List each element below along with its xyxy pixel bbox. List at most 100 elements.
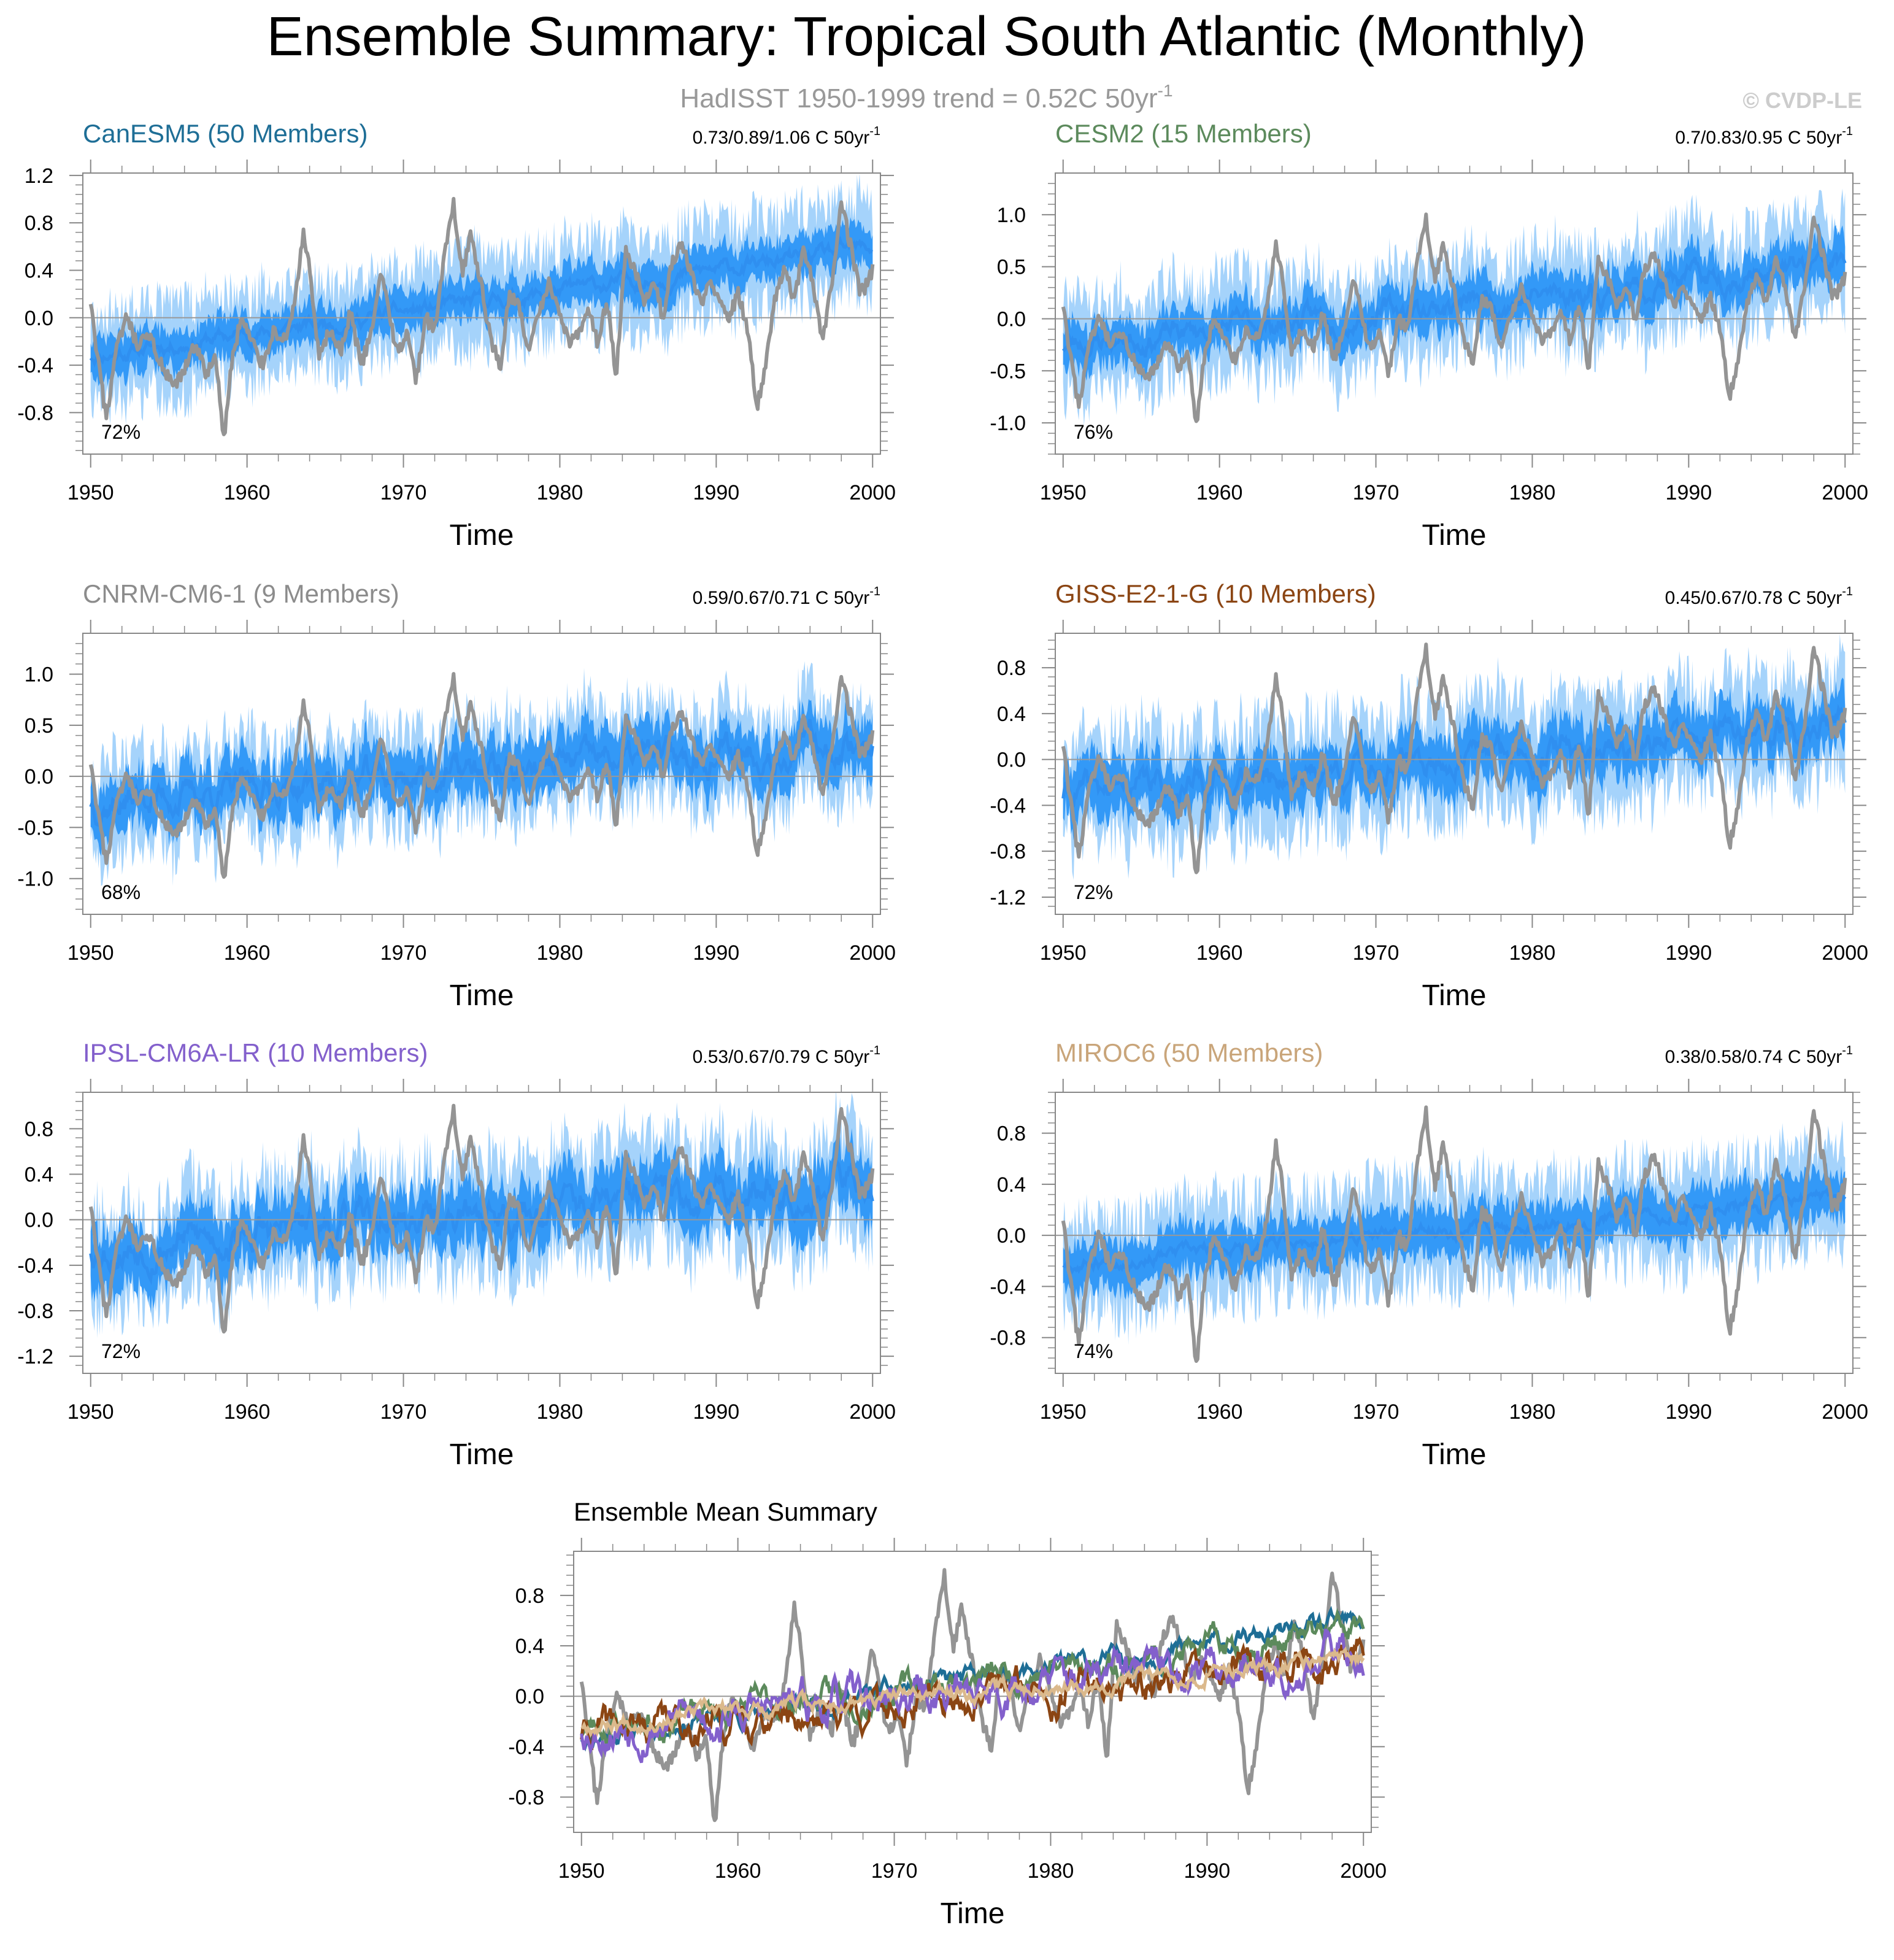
x-tick-label: 1990: [1666, 1400, 1712, 1424]
panel-title: IPSL-CM6A-LR (10 Members): [83, 1038, 428, 1067]
ensemble-mean-line: [89, 719, 874, 827]
plot-frame: [1055, 172, 1854, 455]
x-tick-label: 1970: [1353, 481, 1399, 504]
y-tick-label: 0.0: [25, 307, 53, 330]
y-tick-label: -0.4: [508, 1735, 544, 1759]
x-tick-label: 1970: [1353, 1400, 1399, 1424]
trend-stats-label: 0.59/0.67/0.71 C 50yr-1: [693, 585, 880, 608]
x-tick-label: 1990: [1184, 1859, 1231, 1883]
y-tick-label: 1.0: [997, 204, 1026, 227]
x-tick-label: 1990: [1666, 481, 1712, 504]
ensemble-mean-line: [1062, 1187, 1847, 1275]
trend-stats-label: 0.45/0.67/0.78 C 50yr-1: [1665, 585, 1853, 608]
plot-area: [83, 661, 880, 886]
x-axis-label: Time: [1422, 1438, 1487, 1471]
y-tick-label: -0.8: [990, 840, 1026, 863]
percent-label: 74%: [1074, 1340, 1113, 1362]
y-tick-label: 0.4: [997, 703, 1026, 726]
x-tick-label: 1970: [380, 941, 427, 965]
percent-label: 72%: [101, 421, 141, 443]
x-tick-label: 1960: [1196, 1400, 1243, 1424]
series-line-miroc6: [580, 1646, 1365, 1739]
x-tick-label: 1950: [67, 481, 114, 504]
y-tick-label: 0.4: [25, 1163, 53, 1187]
x-tick-label: 1990: [693, 941, 740, 965]
panel-title: GISS-E2-1-G (10 Members): [1055, 579, 1376, 608]
x-tick-label: 1950: [558, 1859, 605, 1883]
x-tick-label: 1990: [693, 481, 740, 504]
x-tick-label: 1980: [537, 941, 583, 965]
y-tick-label: -0.4: [990, 1275, 1026, 1298]
y-tick-label: 0.0: [997, 1224, 1026, 1248]
x-tick-label: 1970: [871, 1859, 918, 1883]
trend-stats-label: 0.73/0.89/1.06 C 50yr-1: [693, 125, 880, 148]
x-axis-label: Time: [450, 1438, 514, 1471]
chart-panel-2: 1950 1960 1970 1980 1990 2000 1.0 0.5 0.0 -0.5 -1.…: [17, 579, 896, 1012]
x-axis-label: Time: [941, 1897, 1005, 1930]
y-tick-label: 0.8: [25, 212, 53, 235]
chart-panel-1: 1950 1960 1970 1980 1990 2000 1.0 0.5 0.0 -0.5 -1.…: [990, 119, 1868, 552]
x-tick-label: 1980: [1509, 941, 1556, 965]
chart-panel-6: 1950 1960 1970 1980 1990 2000 0.8 0.4 0.0 -0.4 -0.…: [508, 1497, 1387, 1930]
x-tick-label: 1950: [1040, 1400, 1087, 1424]
x-tick-label: 1980: [537, 481, 583, 504]
y-tick-label: 0.0: [25, 765, 53, 789]
trend-stats-label: 0.53/0.67/0.79 C 50yr-1: [693, 1044, 880, 1067]
plot-frame: [82, 633, 881, 915]
y-tick-label: 0.8: [997, 1122, 1026, 1146]
panel-title: CanESM5 (50 Members): [83, 119, 368, 148]
x-tick-label: 2000: [1822, 941, 1868, 965]
x-tick-label: 1980: [1028, 1859, 1074, 1883]
panel-title: CNRM-CM6-1 (9 Members): [83, 579, 399, 608]
x-tick-label: 1960: [224, 941, 271, 965]
plot-frame: [1055, 1092, 1854, 1374]
y-tick-label: -0.5: [17, 816, 53, 839]
x-tick-label: 2000: [849, 481, 896, 504]
plot-frame: [573, 1551, 1372, 1833]
observations-line: [1061, 642, 1847, 874]
x-tick-label: 1950: [67, 941, 114, 965]
observations-line: [88, 1103, 875, 1334]
y-tick-label: -0.8: [17, 1300, 53, 1323]
series-line-ipsl-cm6a-lr: [580, 1629, 1365, 1764]
y-tick-label: -1.0: [17, 868, 53, 891]
y-tick-label: 0.4: [997, 1173, 1026, 1197]
observations-line: [88, 196, 875, 436]
ensemble-mean-line: [1061, 703, 1847, 808]
percent-label: 72%: [101, 1340, 141, 1362]
x-tick-label: 1960: [715, 1859, 761, 1883]
trend-stats-label: 0.7/0.83/0.95 C 50yr-1: [1675, 125, 1853, 148]
plot-area: [1055, 188, 1853, 426]
observations-line: [88, 672, 875, 879]
x-axis-label: Time: [1422, 519, 1487, 552]
panels-layer: 1950 1960 1970 1980 1990 2000 1.2 0.8 0.4 0.0 -0.4…: [17, 119, 1868, 1930]
ensemble-spread-inner: [1063, 1162, 1846, 1302]
y-tick-label: 0.4: [515, 1635, 544, 1658]
plot-area: [83, 1092, 880, 1338]
y-tick-label: 0.4: [25, 259, 53, 282]
plot-frame: [1055, 633, 1854, 915]
x-tick-label: 1990: [1666, 941, 1712, 965]
x-axis-label: Time: [1422, 979, 1487, 1012]
x-axis-label: Time: [450, 519, 514, 552]
plot-frame: [82, 1092, 881, 1374]
y-tick-label: 0.5: [25, 714, 53, 738]
x-axis-label: Time: [450, 979, 514, 1012]
x-tick-label: 1950: [1040, 481, 1087, 504]
x-tick-label: 1960: [1196, 481, 1243, 504]
percent-label: 72%: [1074, 881, 1113, 903]
panel-title: CESM2 (15 Members): [1055, 119, 1312, 148]
x-tick-label: 1960: [224, 1400, 271, 1424]
y-tick-label: -1.2: [990, 886, 1026, 909]
x-tick-label: 1970: [380, 1400, 427, 1424]
y-tick-label: -0.4: [17, 354, 53, 377]
x-tick-label: 1980: [1509, 1400, 1556, 1424]
percent-label: 68%: [101, 881, 141, 903]
plot-frame: [82, 172, 881, 455]
y-tick-label: 0.5: [997, 256, 1026, 279]
obs-trend-subtitle: HadISST 1950-1999 trend = 0.52C 50yr-1: [680, 81, 1172, 114]
chart-panel-0: 1950 1960 1970 1980 1990 2000 1.2 0.8 0.4 0.0 -0.4…: [17, 119, 896, 552]
y-tick-label: 0.8: [515, 1584, 544, 1608]
y-tick-label: -0.4: [990, 794, 1026, 817]
panel-title: MIROC6 (50 Members): [1055, 1038, 1323, 1067]
